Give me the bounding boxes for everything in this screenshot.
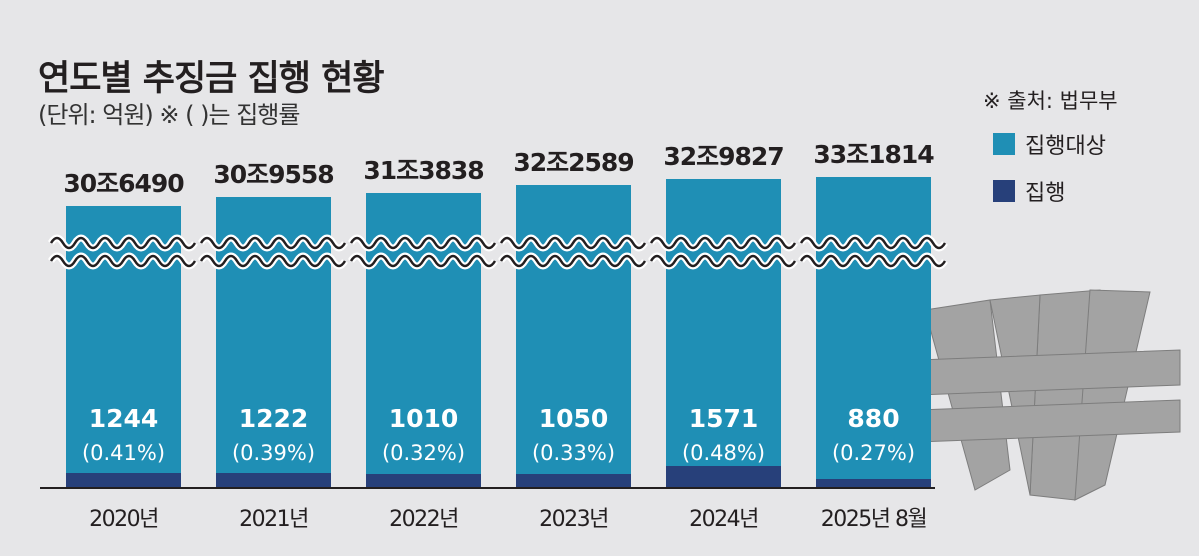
legend-swatch [993,180,1015,202]
axis-break-wave [49,254,197,268]
legend-item-executed: 집행 [993,175,1065,207]
bar-executed [666,466,781,487]
target-value-label: 30조6490 [63,169,184,198]
source-note: ※ 출처: 법무부 [983,89,1118,113]
bar-target [516,185,631,487]
executed-value-label: 1050 [539,404,609,433]
x-tick-label: 2021년 [239,507,308,532]
target-value-label: 31조3838 [363,156,483,185]
chart-subtitle: (단위: 억원) ※ ( )는 집행률 [38,101,300,129]
target-value-label: 30조9558 [213,160,333,189]
legend-item-target: 집행대상 [993,128,1106,160]
executed-value-label: 1010 [389,404,459,433]
bar-target [666,179,781,487]
execution-rate-label: (0.41%) [82,441,165,465]
execution-rate-label: (0.48%) [682,441,765,465]
bar-target [66,206,181,487]
legend-swatch [993,133,1015,155]
axis-break-wave [499,236,647,250]
bar-executed [366,474,481,487]
executed-value-label: 880 [847,404,899,433]
execution-rate-label: (0.33%) [532,441,615,465]
x-tick-label: 2022년 [389,507,458,532]
executed-value-label: 1571 [689,404,759,433]
execution-rate-label: (0.39%) [232,441,315,465]
axis-break-wave [649,254,797,268]
bar-target [816,177,931,487]
executed-value-label: 1222 [239,404,309,433]
axis-break-wave [499,254,647,268]
execution-rate-label: (0.27%) [832,441,915,465]
target-value-label: 32조2589 [513,148,633,177]
axis-break-wave [799,254,947,268]
axis-break-wave [349,254,497,268]
target-value-label: 33조1814 [813,140,934,169]
bar-executed [216,473,331,487]
axis-break-wave [199,236,347,250]
bar-executed [66,473,181,487]
bar-executed [816,479,931,487]
axis-break-wave [799,236,947,250]
legend-label: 집행 [1025,181,1066,206]
bar-executed [516,474,631,487]
x-tick-label: 2023년 [539,507,608,532]
chart-title: 연도별 추징금 집행 현황 [38,59,385,99]
x-tick-label: 2024년 [689,507,758,532]
axis-break-wave [49,236,197,250]
x-tick-label: 2020년 [89,507,158,532]
execution-rate-label: (0.32%) [382,441,465,465]
axis-break-wave [199,254,347,268]
x-tick-label: 2025년 8월 [821,507,927,532]
won-sign-sculpture-icon [917,289,1181,501]
target-value-label: 32조9827 [663,142,783,171]
legend-label: 집행대상 [1025,134,1106,159]
axis-break-wave [349,236,497,250]
executed-value-label: 1244 [89,404,159,433]
axis-break-wave [649,236,797,250]
